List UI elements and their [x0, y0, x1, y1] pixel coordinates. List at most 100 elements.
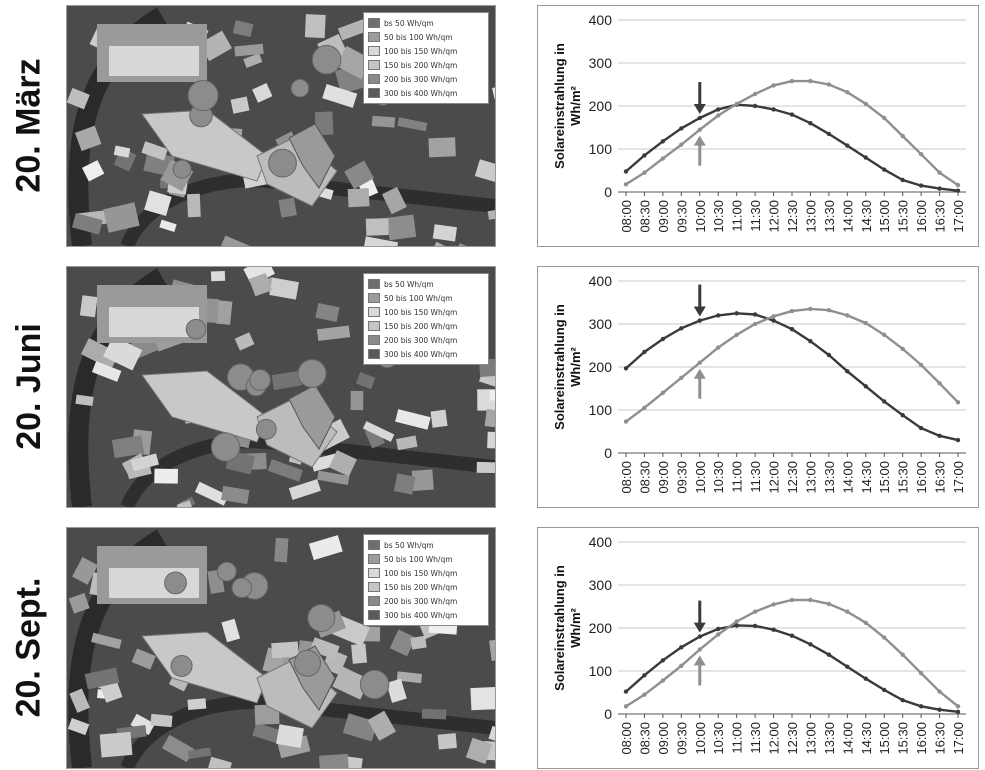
data-point-1 [752, 623, 758, 629]
legend-swatch [368, 321, 380, 331]
y-tick-label: 0 [604, 184, 612, 200]
legend-swatch [368, 335, 380, 345]
shadow-map-3: bs 50 Wh/qm 50 bis 100 Wh/qm 100 bis 150… [66, 527, 496, 769]
building-roof [72, 213, 103, 235]
legend-swatch [368, 568, 380, 578]
data-point-1 [660, 658, 666, 663]
building-roof [67, 87, 90, 110]
data-point-1 [826, 352, 832, 358]
data-point-1 [882, 687, 887, 693]
building-roof [252, 722, 284, 744]
building-roof [274, 537, 289, 563]
x-tick-label: 10:30 [711, 722, 726, 755]
tree [249, 369, 271, 391]
x-tick-label: 16:00 [914, 461, 929, 494]
data-point-2 [937, 170, 942, 175]
building-roof [489, 390, 495, 401]
building-roof [82, 160, 105, 182]
legend-item: 300 bis 400 Wh/qm [368, 86, 484, 100]
building-roof [484, 408, 495, 430]
building-roof [395, 409, 431, 430]
x-tick-label: 09:00 [656, 722, 671, 755]
building-roof [99, 731, 133, 758]
building-roof [465, 737, 492, 764]
x-tick-label: 13:00 [803, 461, 818, 494]
legend-swatch [368, 582, 380, 592]
x-tick-label: 16:00 [914, 200, 929, 233]
building-roof [141, 141, 168, 161]
data-point-2 [845, 90, 850, 95]
building-roof [362, 421, 395, 442]
data-point-1 [734, 311, 739, 316]
building-roof [221, 618, 241, 643]
building-roof [154, 468, 178, 484]
building-roof [314, 111, 334, 136]
data-point-1 [826, 131, 832, 137]
data-point-2 [826, 82, 832, 87]
building-roof [267, 459, 303, 482]
data-point-2 [734, 619, 739, 624]
data-point-2 [752, 91, 758, 97]
building-roof [84, 667, 120, 690]
x-tick-label: 08:00 [619, 461, 634, 494]
tree [187, 80, 219, 111]
data-point-2 [734, 332, 739, 337]
irradiation-chart-3: 0 100 200 300 400 08:00 08:30 09:00 09:30 10:00 10… [537, 527, 979, 769]
data-point-2 [679, 663, 684, 668]
series-line-2 [625, 307, 959, 423]
tree [307, 604, 336, 632]
x-tick-label: 11:30 [748, 461, 763, 493]
x-tick-label: 12:30 [785, 461, 800, 494]
building-roof [337, 19, 368, 41]
building-roof [187, 747, 212, 760]
building-roof [430, 409, 448, 428]
data-point-1 [845, 369, 850, 374]
tree [290, 78, 310, 98]
data-point-2 [789, 78, 795, 84]
building-roof [432, 224, 457, 242]
legend-item: 50 bis 100 Wh/qm [368, 30, 484, 44]
x-tick-label: 13:00 [803, 722, 818, 755]
map-legend: bs 50 Wh/qm 50 bis 100 Wh/qm 100 bis 150… [363, 12, 489, 104]
building-roof [316, 325, 351, 342]
x-tick-label: 16:30 [933, 461, 948, 494]
building-roof [111, 435, 145, 459]
data-point-2 [771, 83, 776, 88]
data-point-1 [937, 186, 942, 191]
building-roof [322, 84, 358, 108]
building-roof [470, 686, 495, 711]
building-roof [91, 361, 122, 382]
data-point-2 [660, 678, 666, 683]
data-point-1 [808, 121, 813, 126]
legend-swatch [368, 554, 380, 564]
y-tick-label: 200 [589, 98, 613, 114]
line-chart: 0 100 200 300 400 08:00 08:30 09:00 09:30 10:00 10… [552, 534, 966, 755]
building-roof [421, 708, 447, 720]
x-tick-label: 15:00 [877, 461, 892, 494]
x-tick-label: 09:00 [656, 461, 671, 494]
building-roof [130, 713, 156, 736]
x-tick-label: 14:30 [859, 200, 874, 233]
legend-swatch [368, 74, 380, 84]
data-point-1 [771, 107, 776, 112]
data-point-1 [955, 188, 961, 193]
y-tick-label: 400 [589, 273, 613, 289]
tree [170, 655, 193, 677]
x-tick-label: 14:00 [840, 200, 855, 233]
x-tick-label: 11:00 [730, 461, 745, 493]
data-point-2 [789, 308, 795, 314]
y-tick-label: 400 [589, 12, 613, 28]
legend-swatch [368, 293, 380, 303]
building-roof [371, 115, 396, 128]
x-tick-label: 17:00 [951, 200, 966, 233]
x-tick-label: 15:30 [896, 200, 911, 233]
arrow-down-head [693, 104, 706, 115]
building-roof [75, 394, 94, 406]
data-point-2 [900, 346, 905, 352]
building-roof [113, 145, 131, 158]
legend-swatch [368, 279, 380, 289]
line-chart: 0 100 200 300 400 08:00 08:30 09:00 09:30 10:00 10… [552, 273, 966, 494]
x-tick-label: 11:00 [730, 200, 745, 232]
data-point-2 [679, 142, 684, 147]
building-roof [474, 159, 495, 186]
